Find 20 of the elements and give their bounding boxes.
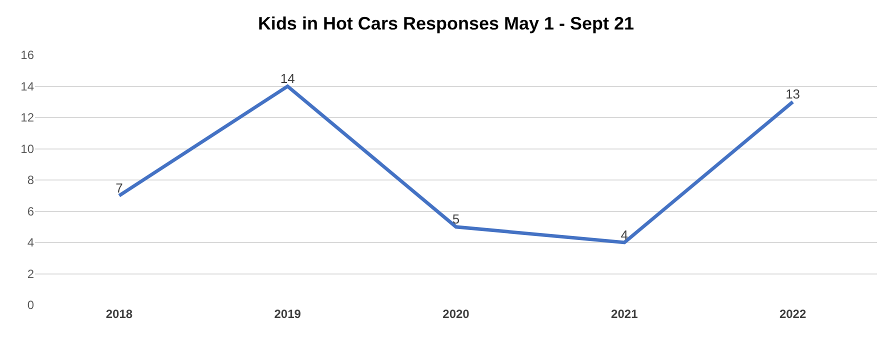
x-tick-label: 2022: [779, 307, 806, 321]
y-tick-label: 8: [27, 173, 34, 188]
x-tick-label: 2020: [442, 307, 470, 321]
y-tick-label: 10: [20, 142, 34, 156]
y-tick-label: 6: [27, 204, 34, 218]
y-tick-label: 4: [27, 236, 34, 250]
data-label: 7: [116, 180, 123, 196]
y-tick-label: 2: [27, 266, 34, 281]
data-label: 4: [620, 227, 628, 242]
data-label: 5: [452, 212, 460, 227]
y-tick-label: 0: [27, 298, 34, 312]
chart-title: Kids in Hot Cars Responses May 1 - Sept 21: [258, 14, 634, 34]
x-tick-label: 2021: [611, 307, 638, 321]
y-tick-label: 14: [20, 79, 34, 94]
x-tick-label: 2019: [274, 307, 302, 321]
y-tick-label: 12: [20, 110, 34, 125]
y-tick-label: 16: [20, 48, 34, 62]
x-tick-label: 2018: [106, 307, 133, 321]
data-label: 13: [786, 86, 800, 102]
data-label: 14: [280, 71, 295, 86]
